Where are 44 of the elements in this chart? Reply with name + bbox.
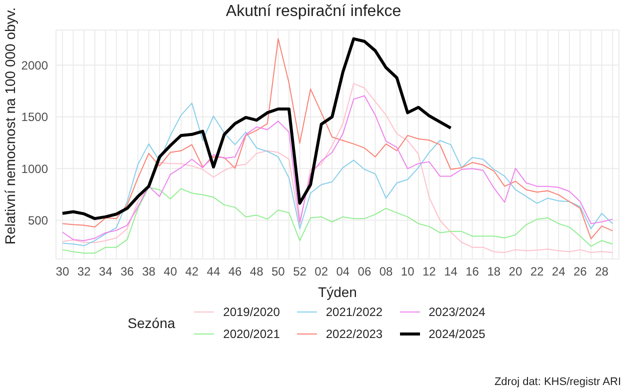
legend-label: 2020/2021 <box>223 327 280 341</box>
legend-label: 2024/2025 <box>428 327 486 341</box>
x-tick-label: 20 <box>508 264 522 279</box>
x-tick-label: 50 <box>272 264 286 279</box>
x-tick-label: 36 <box>120 264 134 279</box>
x-tick-label: 04 <box>336 264 350 279</box>
x-tick-label: 40 <box>164 264 178 279</box>
x-tick-label: 42 <box>185 264 199 279</box>
x-tick-label: 14 <box>444 264 458 279</box>
x-tick-label: 26 <box>573 264 588 279</box>
x-tick-label: 34 <box>98 264 113 279</box>
y-tick-label: 2000 <box>21 58 48 72</box>
legend-title: Sezóna <box>128 315 176 331</box>
legend-label: 2022/2023 <box>326 327 383 341</box>
x-tick-label: 38 <box>142 264 156 279</box>
chart-title: Akutní respirační infekce <box>226 3 402 20</box>
x-tick-label: 18 <box>487 264 501 279</box>
x-tick-label: 16 <box>466 264 480 279</box>
x-tick-label: 44 <box>206 264 220 279</box>
y-tick-label: 1500 <box>21 110 48 124</box>
line-series <box>62 186 614 254</box>
x-tick-label: 24 <box>552 264 566 279</box>
line-series <box>60 37 452 220</box>
y-tick-label: 500 <box>28 213 48 228</box>
x-tick-label: 22 <box>530 264 544 279</box>
x-tick-label: 46 <box>228 264 242 279</box>
y-tick-label: 1000 <box>21 162 48 176</box>
x-tick-label: 30 <box>56 264 70 279</box>
x-tick-label: 28 <box>595 264 609 279</box>
x-tick-label: 32 <box>77 264 92 279</box>
line-series <box>62 38 614 240</box>
x-tick-label: 12 <box>422 264 436 279</box>
text: Zdroj dat: KHS/registr ARI <box>494 376 621 388</box>
x-tick-label: 06 <box>358 264 372 279</box>
legend-label: 2019/2020 <box>223 305 280 319</box>
legend-label: 2023/2024 <box>428 305 486 319</box>
x-tick-label: 52 <box>293 264 307 279</box>
y-axis-title: Relativní nemocnost na 100 000 obyv. <box>2 7 18 244</box>
legend-label: 2021/2022 <box>326 305 383 319</box>
x-tick-label: 08 <box>379 264 394 279</box>
x-tick-label: 10 <box>400 264 415 279</box>
x-tick-label: 02 <box>314 264 328 279</box>
x-axis-title: Týden <box>318 284 357 300</box>
x-tick-label: 48 <box>250 264 264 279</box>
